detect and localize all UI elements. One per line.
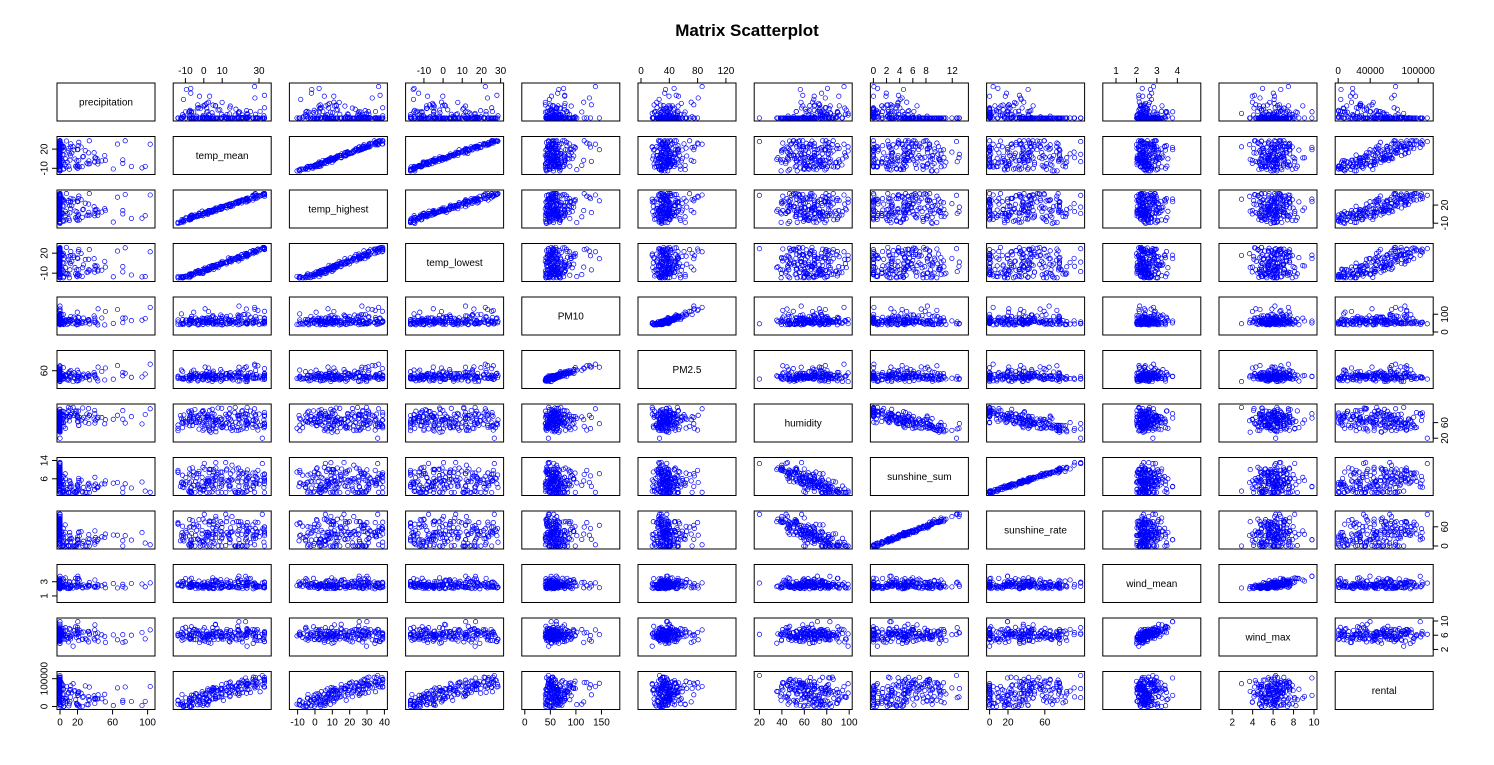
panel-precipitation-vs-PM2.5 — [638, 83, 736, 121]
panel-frame — [522, 83, 620, 121]
variable-label-temp_mean: temp_mean — [196, 151, 249, 162]
panel-precipitation-vs-temp_mean — [173, 83, 271, 121]
panel-precipitation-vs-wind_max — [1219, 83, 1317, 121]
panel-temp_mean-vs-temp_lowest — [406, 137, 504, 175]
panel-temp_highest-vs-temp_lowest — [406, 190, 504, 228]
panel-temp_highest-vs-precipitation — [57, 190, 155, 228]
panel-precipitation-vs-precipitation: precipitation — [57, 83, 155, 121]
panel-temp_mean-vs-precipitation — [57, 137, 155, 175]
panel-temp_mean-vs-PM10 — [522, 137, 620, 175]
panel-precipitation-vs-temp_lowest — [406, 83, 504, 121]
panel-temp_mean-vs-wind_max — [1219, 137, 1317, 175]
panel-temp_highest-vs-temp_mean — [173, 190, 271, 228]
panel-temp_highest-vs-temp_highest: temp_highest — [289, 190, 387, 228]
panel-precipitation-vs-temp_highest — [289, 83, 387, 121]
panel-frame — [57, 190, 155, 228]
panel-temp_highest-vs-PM2.5 — [638, 190, 736, 228]
panel-precipitation-vs-wind_mean — [1103, 83, 1201, 121]
panel-temp_mean-vs-temp_mean: temp_mean — [173, 137, 271, 175]
panel-temp_highest-vs-PM10 — [522, 190, 620, 228]
chart-title: Matrix Scatterplot — [675, 21, 819, 40]
panel-temp_mean-vs-sunshine_rate — [987, 137, 1085, 175]
panel-temp_mean-vs-PM2.5 — [638, 137, 736, 175]
panel-frame — [987, 83, 1085, 121]
panel-temp_mean-vs-temp_highest — [289, 137, 387, 175]
panel-temp_mean-vs-wind_mean — [1103, 137, 1201, 175]
panel-temp_mean-vs-sunshine_sum — [870, 137, 968, 175]
panel-frame — [1335, 83, 1433, 121]
panel-temp_mean-vs-rental — [1335, 137, 1433, 175]
panel-precipitation-vs-humidity — [754, 83, 852, 121]
panel-temp_mean-vs-humidity — [754, 137, 852, 175]
panel-temp_highest-vs-humidity — [754, 190, 852, 228]
variable-label-precipitation: precipitation — [79, 98, 133, 109]
panel-precipitation-vs-PM10 — [522, 83, 620, 121]
panel-precipitation-vs-sunshine_rate — [987, 83, 1085, 121]
panel-frame — [1219, 83, 1317, 121]
variable-label-temp_highest: temp_highest — [308, 205, 368, 216]
panel-precipitation-vs-rental — [1335, 83, 1433, 121]
panel-precipitation-vs-sunshine_sum — [870, 83, 968, 121]
